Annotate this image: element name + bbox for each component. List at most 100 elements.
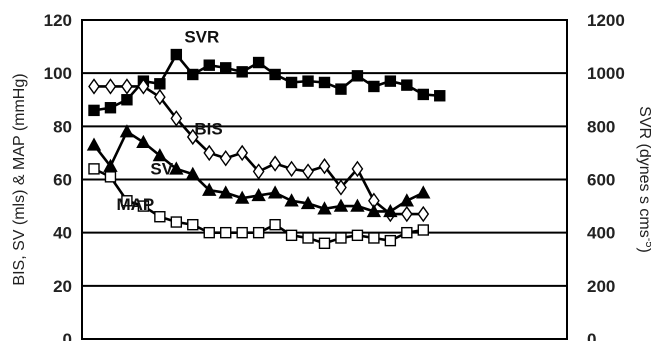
point-map [368,232,380,244]
y-tick-right: 1200 [587,11,625,30]
point-map [269,218,281,231]
point-sv [317,201,332,215]
left-axis-ticks: 0 20 40 60 80 100 120 [44,11,72,341]
y-tick-right: 600 [587,171,615,190]
point-svr [434,90,446,102]
point-bis [137,78,150,95]
y-axis-label-right-superscript: -5 [643,238,651,248]
point-bis [269,155,281,172]
point-map [401,226,413,239]
point-map [384,234,397,247]
y-tick-left: 80 [53,117,72,136]
point-sv [119,124,135,138]
point-bis [351,160,364,178]
point-map [121,195,133,207]
y-axis-label-right: SVR (dynes s cms-5) [636,106,651,253]
point-svr [351,70,364,82]
point-map [137,200,150,212]
series-line-svr [93,52,440,112]
y-tick-left: 40 [53,224,72,243]
point-svr [154,78,166,90]
point-bis [219,150,232,167]
point-sv [366,203,382,218]
point-sv [152,148,168,162]
point-sv [202,182,217,196]
point-sv [416,185,431,199]
point-bis [88,78,100,95]
point-bis [252,163,265,180]
point-svr [121,94,133,106]
y-tick-left: 0 [63,330,72,341]
point-svr [252,56,265,69]
point-svr [220,62,232,74]
point-bis [153,88,166,106]
series-map [88,163,429,250]
point-svr [318,76,331,89]
series-label-bis: BIS [194,119,222,138]
point-svr [104,102,117,114]
y-tick-right: 800 [587,117,615,136]
point-bis [104,78,117,95]
series-label-map: MAP [116,195,154,214]
series-label-sv: SV [150,159,173,178]
point-map [220,226,232,239]
point-bis [335,179,347,196]
y-tick-right: 0 [587,330,596,341]
series-labels: SVR BIS SV MAP [116,28,222,214]
series-sv [86,124,431,218]
y-axis-label-right-main: SVR (dynes s cms [636,106,651,238]
point-sv [383,203,398,218]
plot-frame [81,19,568,340]
point-sv [234,190,250,204]
point-map [318,237,331,250]
point-sv [251,187,266,202]
point-sv [169,161,184,175]
point-bis [417,205,430,223]
point-map [203,226,215,239]
point-sv [136,134,151,148]
point-map [88,163,100,175]
point-bis [285,160,298,178]
point-sv [86,137,102,151]
series-label-svr: SVR [184,28,219,47]
point-bis [318,158,331,175]
point-bis [400,205,413,223]
point-bis [186,128,199,146]
point-svr [285,76,298,89]
point-svr [368,80,380,93]
point-map [252,226,265,239]
point-map [187,218,199,231]
point-svr [203,59,215,71]
y-tick-right: 400 [587,224,615,243]
point-sv [399,193,415,207]
point-bis [302,163,314,180]
y-tick-right: 1000 [587,64,625,83]
point-svr [417,88,429,101]
right-axis-ticks: 0 200 400 600 800 1000 1200 [587,11,625,341]
point-map [236,226,248,239]
point-sv [185,166,200,180]
point-bis [121,78,133,95]
point-sv [284,193,299,207]
gridlines [82,72,567,287]
point-map [104,171,117,183]
y-tick-right: 200 [587,277,615,296]
point-map [351,229,364,242]
point-bis [203,144,216,162]
point-svr [384,75,397,87]
point-svr [335,83,347,95]
y-axis-label-left: BIS, SV (mls) & MAP (mmHg) [11,73,28,285]
point-svr [269,68,281,81]
point-map [335,232,347,244]
y-tick-left: 20 [53,277,72,296]
point-svr [187,68,199,81]
point-sv [300,195,316,210]
point-sv [350,198,365,212]
point-svr [88,104,100,117]
y-tick-left: 120 [44,11,72,30]
point-sv [218,185,233,199]
point-sv [267,185,283,199]
point-map [417,224,429,236]
point-svr [170,48,183,61]
